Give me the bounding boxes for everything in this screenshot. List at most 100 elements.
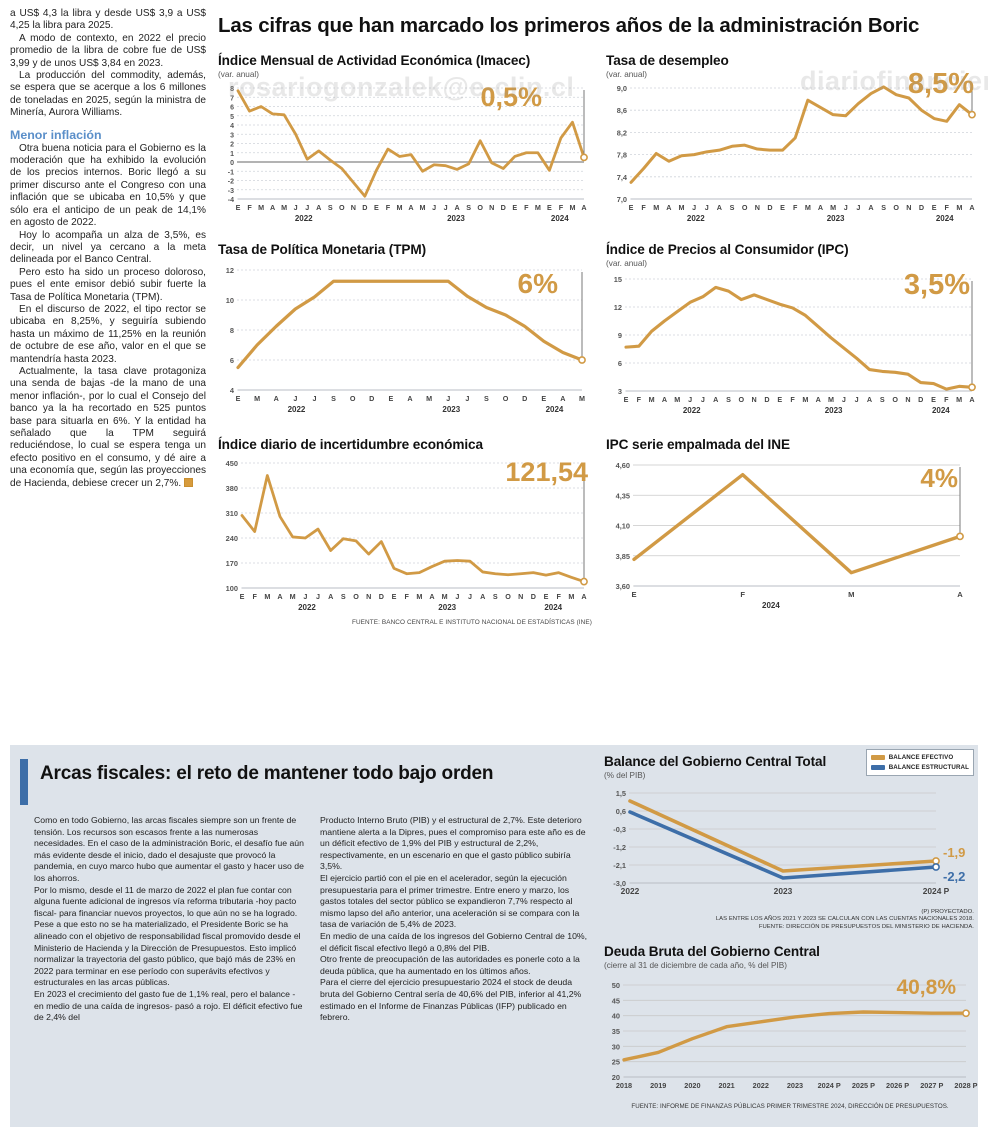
svg-text:4: 4 [230,386,235,395]
svg-text:8: 8 [230,86,234,93]
svg-text:A: A [429,592,434,601]
svg-text:D: D [362,203,367,212]
svg-text:S: S [730,203,735,212]
svg-text:F: F [793,203,798,212]
svg-text:J: J [701,395,705,404]
svg-text:M: M [679,203,685,212]
svg-text:J: J [316,592,320,601]
svg-text:A: A [316,203,321,212]
svg-text:12: 12 [614,303,622,312]
svg-text:2: 2 [230,142,234,149]
svg-text:J: J [294,203,298,212]
svg-text:M: M [568,592,574,601]
chart-note: FUENTE: DIRECCIÓN DE PRESUPUESTOS DEL MI… [758,923,974,930]
chart-title: Deuda Bruta del Gobierno Central [604,944,820,960]
svg-text:2024: 2024 [932,406,950,415]
svg-text:O: O [892,395,898,404]
paragraph: Otra buena noticia para el Gobierno es l… [10,142,206,229]
svg-text:A: A [328,592,333,601]
svg-text:A: A [867,395,872,404]
svg-text:E: E [392,592,397,601]
svg-text:E: E [932,203,937,212]
chart-svg-ipc-empalmada: 4,60 4,35 4,10 3,85 3,60E F M A 2024 [616,461,964,610]
left-article-column: a US$ 4,3 la libra y desde US$ 3,9 a US$… [10,8,206,490]
svg-text:F: F [944,395,949,404]
section-subheading: Menor inflación [10,127,102,142]
svg-text:3: 3 [618,387,622,396]
svg-text:4,35: 4,35 [616,491,630,500]
svg-text:E: E [236,203,241,212]
svg-text:2023: 2023 [787,1081,803,1090]
chart-title: Tasa de desempleo [606,53,729,68]
chart-title: Índice diario de incertidumbre económica [218,437,483,452]
chart-plot-area: 50 45 40 35 30 25 20 2018 2019 2020 2021 2022 2023 20… [602,973,978,1103]
svg-text:2020: 2020 [684,1081,700,1090]
svg-text:-2,1: -2,1 [613,861,626,870]
svg-text:A: A [560,394,565,403]
legend-label: BALANCE ESTRUCTURAL [888,764,969,771]
chart-svg-balance: 1,5 0,6 -0,3 -1,2 -2,1 -3,0 -1,9 -2,2 2022 2023 20… [613,789,965,896]
svg-text:E: E [544,592,549,601]
end-mark-icon [184,478,194,488]
chart-title: Balance del Gobierno Central Total [604,754,827,769]
svg-text:D: D [531,592,536,601]
svg-text:J: J [842,395,846,404]
svg-text:S: S [331,394,336,403]
bottom-article-text: Como en todo Gobierno, las arcas fiscale… [34,815,590,1024]
paragraph: Pero esto ha sido un proceso doloroso, p… [10,266,206,303]
svg-text:M: M [396,203,402,212]
svg-text:E: E [631,590,636,599]
svg-text:A: A [581,203,586,212]
svg-text:J: J [855,395,859,404]
svg-text:M: M [805,203,811,212]
svg-text:A: A [713,395,718,404]
svg-text:J: J [293,394,297,403]
svg-text:2024 P: 2024 P [818,1081,841,1090]
svg-text:O: O [742,203,748,212]
svg-text:D: D [919,203,924,212]
chart-subtitle: (var. anual) [606,259,647,268]
svg-text:-1: -1 [228,169,234,176]
paragraph-last: Actualmente, la tasa clave protagoniza u… [10,366,206,490]
svg-text:A: A [816,395,821,404]
svg-text:F: F [641,203,646,212]
svg-text:-0,3: -0,3 [613,825,626,834]
svg-text:1: 1 [230,151,234,158]
svg-text:2026 P: 2026 P [886,1081,909,1090]
svg-text:6: 6 [618,359,622,368]
svg-text:A: A [407,394,412,403]
svg-text:2024: 2024 [936,214,954,223]
svg-text:2027 P: 2027 P [920,1081,943,1090]
svg-text:-2: -2 [228,179,234,186]
svg-text:A: A [717,203,722,212]
svg-text:E: E [541,394,546,403]
chart-incertidumbre: Índice diario de incertidumbre económica… [216,436,598,626]
svg-text:-1,9: -1,9 [943,845,965,860]
svg-text:100: 100 [226,584,238,593]
svg-text:A: A [666,203,671,212]
chart-plot-area: 1,5 0,6 -0,3 -1,2 -2,1 -3,0 -1,9 -2,2 2022 2023 20… [602,783,978,909]
svg-text:M: M [442,592,448,601]
svg-text:M: M [290,592,296,601]
legend-item: BALANCE ESTRUCTURAL [870,763,969,772]
accent-bar [20,759,28,805]
svg-text:O: O [353,592,359,601]
svg-text:M: M [956,395,962,404]
svg-text:N: N [905,395,910,404]
svg-text:E: E [240,592,245,601]
svg-text:S: S [880,395,885,404]
svg-text:A: A [969,395,974,404]
svg-text:O: O [350,394,356,403]
svg-text:A: A [581,592,586,601]
svg-text:40: 40 [612,1012,620,1021]
svg-text:J: J [468,592,472,601]
svg-text:M: M [956,203,962,212]
svg-text:7,0: 7,0 [617,195,627,204]
bottom-column-2: Producto Interno Bruto (PIB) y el estruc… [320,815,590,1024]
svg-text:A: A [274,394,279,403]
svg-text:M: M [802,395,808,404]
svg-text:0,6: 0,6 [616,807,626,816]
svg-text:F: F [252,592,257,601]
svg-text:2023: 2023 [442,405,460,414]
